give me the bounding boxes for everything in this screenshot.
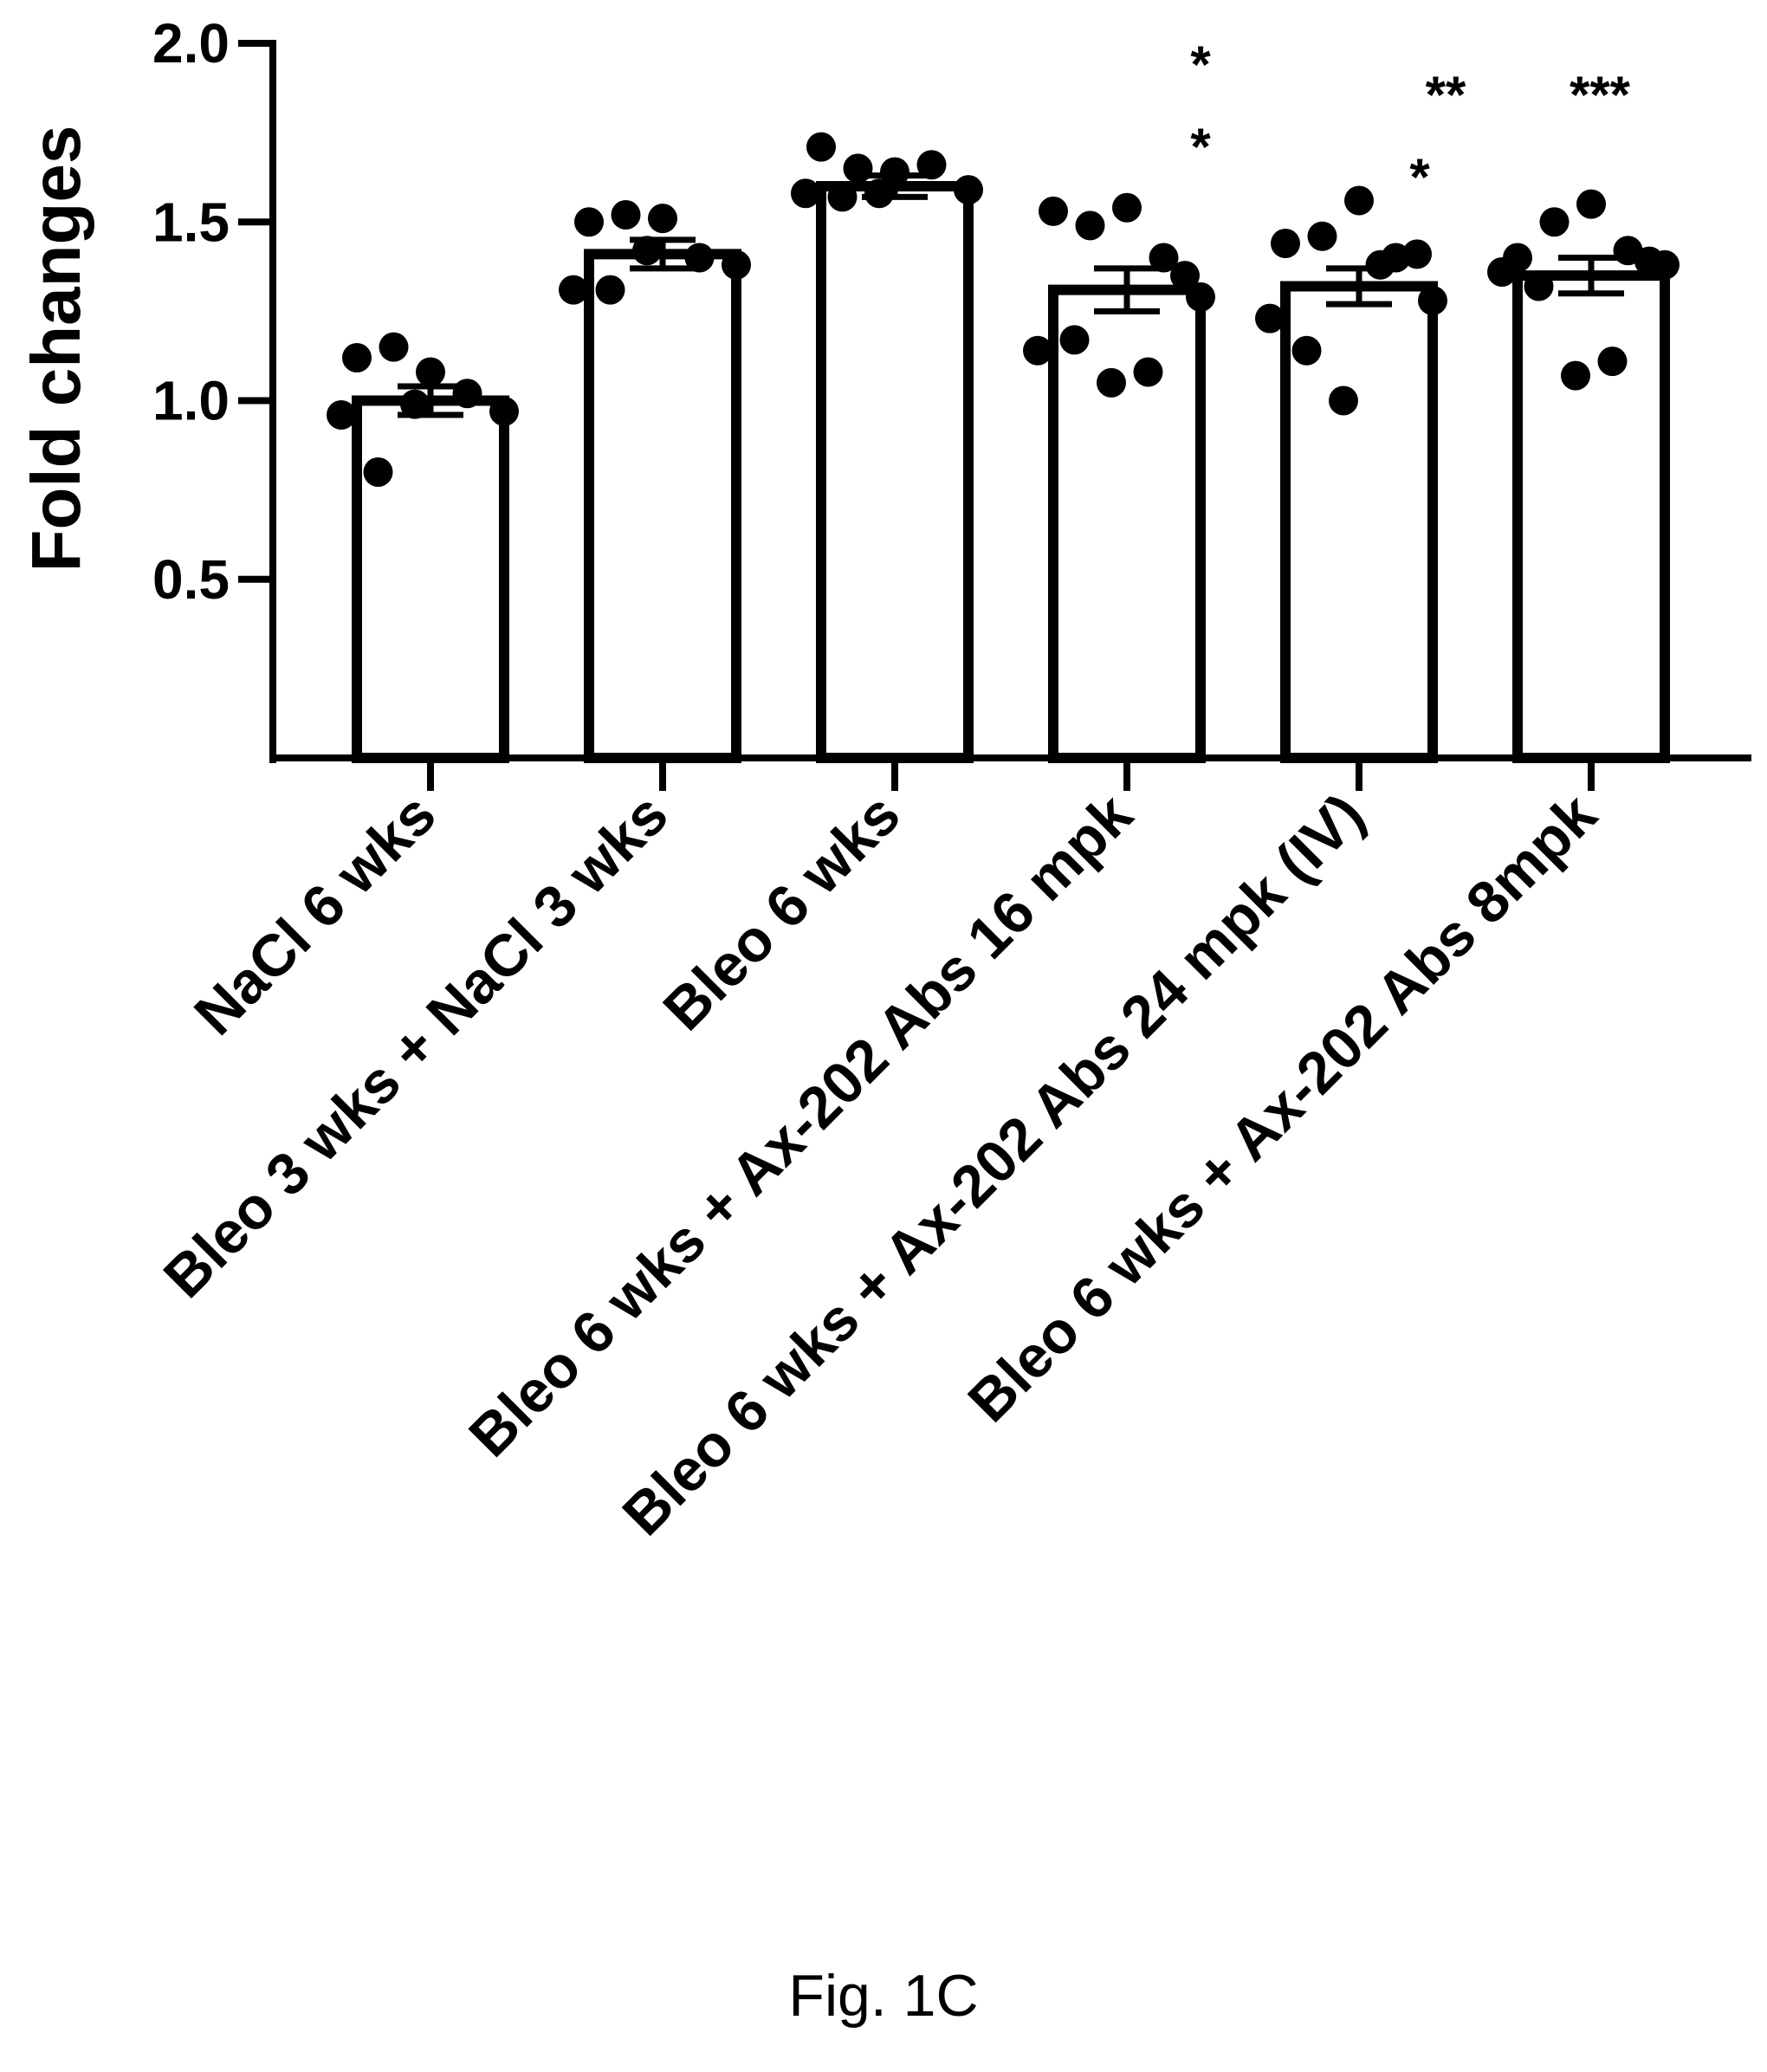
data-point [1634,246,1664,276]
y-axis-title: Fold changes [17,126,94,573]
data-point [1271,229,1300,258]
data-point [791,178,820,209]
significance-marker: ** [1426,66,1466,124]
data-point [1291,335,1322,366]
data-point [1307,221,1337,251]
significance-marker: * [1409,148,1430,206]
data-point [1149,243,1179,273]
data-point [1075,210,1105,241]
bar-6 [1512,270,1670,763]
error-bar-4 [1094,265,1160,314]
data-point [864,178,894,209]
y-tick-label: 0.5 [152,548,230,611]
data-point [1597,346,1628,377]
data-point [363,457,393,487]
data-point [1524,271,1554,301]
y-tick-label: 2.0 [152,12,230,74]
data-point [1365,249,1395,280]
data-point [327,400,356,430]
y-tick-label: 1.5 [152,191,230,253]
data-point [1329,385,1358,416]
data-point [1402,239,1432,269]
data-point [1576,189,1606,219]
data-point [843,153,873,184]
data-point [632,236,662,266]
data-point [880,157,909,187]
data-point [827,182,858,212]
data-point [416,357,445,387]
data-point [1344,185,1374,216]
data-point [1186,282,1215,312]
data-point [648,204,677,234]
data-point [954,175,983,205]
data-point [1170,261,1200,291]
figure-caption: Fig. 1C [788,1963,979,2029]
data-point [1487,257,1517,287]
data-point [342,343,372,372]
data-point [1097,367,1126,398]
bar-4 [1048,284,1206,763]
bar-1 [352,395,509,763]
data-point [1059,325,1090,355]
data-point [611,200,641,230]
data-point [1112,192,1142,223]
data-point [1133,357,1163,387]
data-point [916,150,947,180]
plot-area [327,132,1680,763]
data-point [1418,286,1447,315]
data-point [722,249,751,280]
data-point [595,275,625,305]
significance-marker: * [1190,36,1211,94]
data-point [806,132,836,162]
data-point [1255,303,1285,333]
bar-2 [584,249,741,763]
significance-marker: * [1190,118,1211,176]
data-point [1561,360,1590,391]
data-point [574,207,604,237]
data-point [452,379,482,409]
category-label-2: Bleo 3 wks + NaCl 3 wks [152,781,681,1311]
data-point [400,389,430,419]
axes [238,40,1751,791]
data-point [1539,207,1570,237]
data-point [489,396,519,426]
data-point [559,275,588,305]
y-tick-label: 1.0 [152,370,230,432]
error-bar-6 [1558,255,1624,297]
data-point [379,332,409,362]
data-point [1023,335,1052,366]
significance-marker: *** [1570,66,1631,124]
data-point [684,243,715,273]
bar-3 [816,181,974,763]
data-point [1039,196,1068,226]
category-label-3: Bleo 6 wks [650,781,912,1043]
